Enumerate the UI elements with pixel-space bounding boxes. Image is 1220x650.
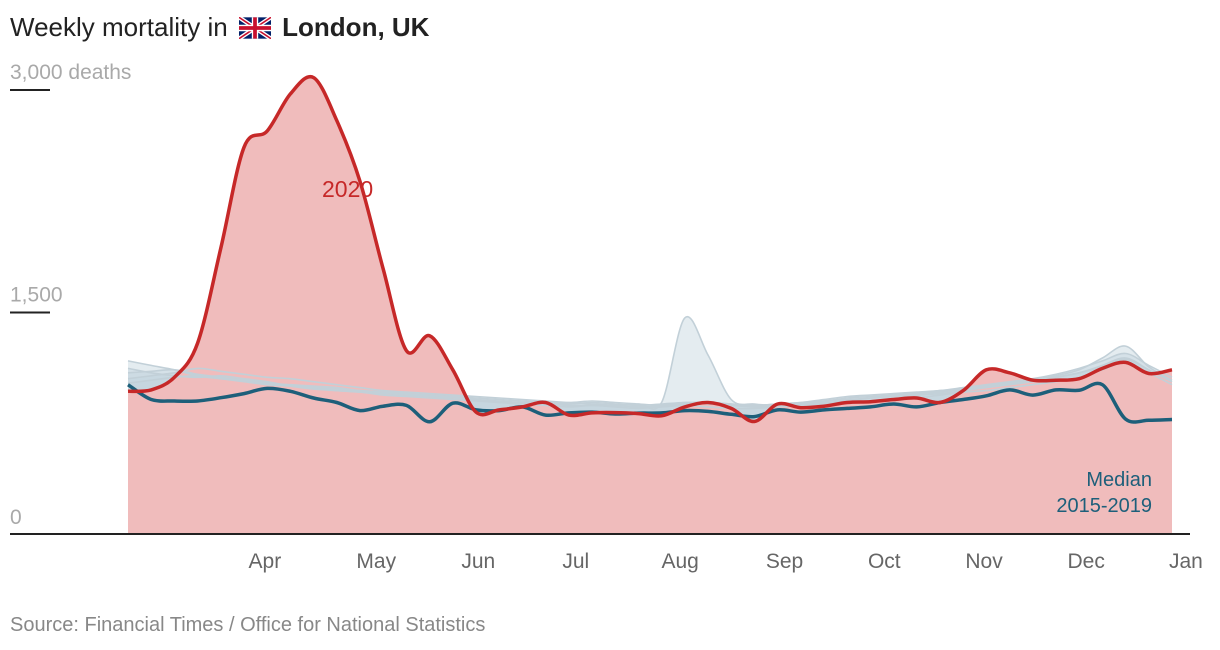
x-tick-label: Sep — [766, 550, 803, 573]
label-median-line1: Median — [1086, 469, 1152, 491]
history-lines — [127, 315, 1173, 410]
title-prefix: Weekly mortality in — [10, 12, 228, 42]
area-2020 — [128, 76, 1172, 533]
x-tick-label: Jan — [1169, 550, 1203, 573]
x-tick-label: Jun — [461, 550, 495, 573]
line-2020 — [127, 74, 1173, 424]
label-2020: 2020 — [322, 176, 373, 202]
line-2019 — [127, 357, 1173, 407]
y-tick-label: 3,000 deaths — [10, 61, 131, 84]
x-tick-label: Oct — [868, 550, 901, 573]
uk-flag-icon — [238, 17, 271, 39]
x-tick-label: Nov — [965, 550, 1003, 573]
source-note: Source: Financial Times / Office for Nat… — [10, 614, 486, 636]
line-2016 — [127, 358, 1173, 408]
x-tick-label: Jul — [562, 550, 589, 573]
x-tick-label: Dec — [1067, 550, 1104, 573]
x-tick-label: May — [356, 550, 396, 573]
line-median — [127, 381, 1173, 424]
y-tick-label: 0 — [10, 506, 22, 529]
x-tick-label: Apr — [249, 550, 282, 573]
label-median-line2: 2015-2019 — [1056, 495, 1152, 517]
title-location: London, UK — [282, 12, 430, 42]
main-lines — [10, 74, 1190, 535]
chart-title: Weekly mortality in London, UK — [10, 12, 429, 43]
y-gridticks: 0 1,500 3,000 deaths — [10, 61, 131, 529]
fill-2020 — [128, 76, 1172, 533]
y-tick-label: 1,500 — [10, 284, 63, 307]
labels: Apr May Jun Jul Aug Sep Oct Nov Dec Jan 2020 Median… — [249, 176, 1203, 573]
x-tick-label: Aug — [661, 550, 698, 573]
